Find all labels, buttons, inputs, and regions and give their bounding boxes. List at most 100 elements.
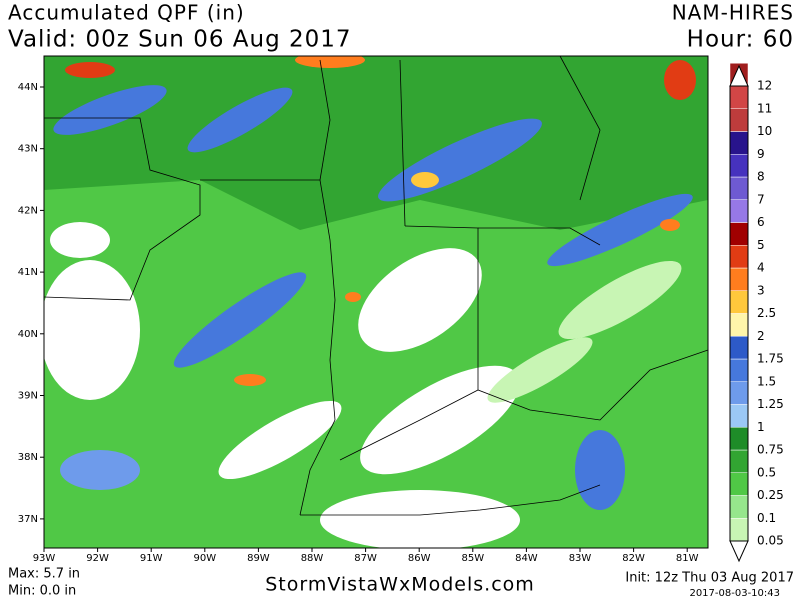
lon-label: 81W (676, 553, 699, 564)
site-name: StormVistaWxModels.com (265, 574, 535, 596)
legend-label: 1.75 (757, 352, 784, 366)
legend-swatch (729, 472, 749, 496)
state-line (478, 227, 601, 246)
lon-label: 89W (247, 553, 270, 564)
lat-label: 43N (18, 144, 38, 155)
peak (234, 374, 266, 386)
lat-label: 44N (18, 82, 38, 93)
peak (660, 219, 680, 231)
lon-label: 88W (301, 553, 324, 564)
legend-swatch (729, 199, 749, 223)
lon-label: 86W (408, 553, 431, 564)
field-dark (44, 56, 708, 230)
heavy-area (575, 430, 625, 510)
lat-label: 42N (18, 205, 38, 216)
legend-label: 2 (757, 329, 765, 343)
state-line (319, 59, 331, 181)
legend-swatch (729, 404, 749, 428)
peak (664, 60, 696, 100)
legend-swatch (729, 313, 749, 337)
boundaries (43, 55, 709, 516)
light-area (487, 337, 593, 403)
legend-label: 4 (757, 261, 765, 275)
lon-label: 93W (33, 553, 56, 564)
legend-frame (729, 85, 749, 542)
dry-area (44, 260, 140, 400)
legend-label: 11 (757, 101, 772, 115)
light-area (558, 260, 682, 340)
model-name: NAM-HIRES (672, 1, 794, 25)
legend-swatch (729, 381, 749, 405)
legend-label: 9 (757, 147, 765, 161)
min-value: Min: 0.0 in (8, 584, 76, 599)
lon-label: 83W (569, 553, 592, 564)
title: Accumulated QPF (in) (8, 1, 245, 25)
lat-label: 40N (18, 329, 38, 340)
peak (345, 292, 361, 302)
legend-swatch (729, 245, 749, 269)
legend-label: 12 (757, 79, 772, 93)
lon-label: 85W (461, 553, 484, 564)
legend-label: 1.5 (757, 374, 776, 388)
dry-area (360, 365, 520, 475)
heavy-area (60, 450, 140, 490)
dry-area (218, 400, 342, 480)
lat-label: 37N (18, 514, 38, 525)
legend-label: 0.05 (757, 534, 784, 548)
legend-swatch (729, 518, 749, 542)
map-frame (43, 55, 709, 549)
timestamp: 2017-08-03-10:43 (689, 588, 780, 599)
legend-label: 5 (757, 238, 765, 252)
legend-swatch (729, 358, 749, 382)
lon-label: 87W (354, 553, 377, 564)
legend-label: 7 (757, 192, 765, 206)
dry-area (50, 222, 110, 258)
legend-label: 0.75 (757, 443, 784, 457)
legend-swatch (729, 108, 749, 132)
legend-arrow (729, 540, 749, 563)
legend-swatch (729, 222, 749, 246)
peak (65, 62, 115, 78)
legend-swatch (729, 131, 749, 155)
legend-swatch (729, 267, 749, 291)
legend-swatch (729, 154, 749, 178)
legend-label: 2.5 (757, 306, 776, 320)
legend-label: 1 (757, 420, 765, 434)
legend-swatch (729, 449, 749, 473)
legend-label: 3 (757, 283, 765, 297)
lon-label: 90W (193, 553, 216, 564)
heavy-area (547, 193, 693, 267)
heavy-area (53, 85, 167, 135)
state-line (339, 349, 709, 461)
lat-label: 41N (18, 267, 38, 278)
legend-swatch (729, 427, 749, 451)
legend-swatch (729, 290, 749, 314)
lon-label: 92W (86, 553, 109, 564)
dry-area (320, 490, 520, 548)
lon-label: 82W (622, 553, 645, 564)
lon-label: 84W (515, 553, 538, 564)
longitude-labels: 93W 92W 91W 90W 89W 88W 87W 86W 85W 84W 83W 82W 81W (33, 548, 699, 564)
dry-area (358, 248, 482, 352)
legend-swatch (729, 176, 749, 200)
heavy-area (187, 87, 293, 153)
max-value: Max: 5.7 in (8, 567, 80, 582)
forecast-hour: Hour: 60 (687, 27, 794, 53)
legend-label: 6 (757, 215, 765, 229)
lon-label: 91W (140, 553, 163, 564)
peak (295, 56, 365, 68)
legend-label: 0.25 (757, 488, 784, 502)
lat-label: 39N (18, 391, 38, 402)
peak (411, 172, 439, 188)
legend-swatch (729, 336, 749, 360)
state-line (559, 55, 601, 201)
legend-label: 10 (757, 124, 772, 138)
heavy-area (173, 272, 307, 368)
legend-label: 1.25 (757, 397, 784, 411)
legend-label: 0.5 (757, 465, 776, 479)
init-time: Init: 12z Thu 03 Aug 2017 (625, 571, 794, 586)
state-line (300, 484, 601, 516)
state-line (43, 117, 201, 301)
state-line (200, 179, 336, 516)
